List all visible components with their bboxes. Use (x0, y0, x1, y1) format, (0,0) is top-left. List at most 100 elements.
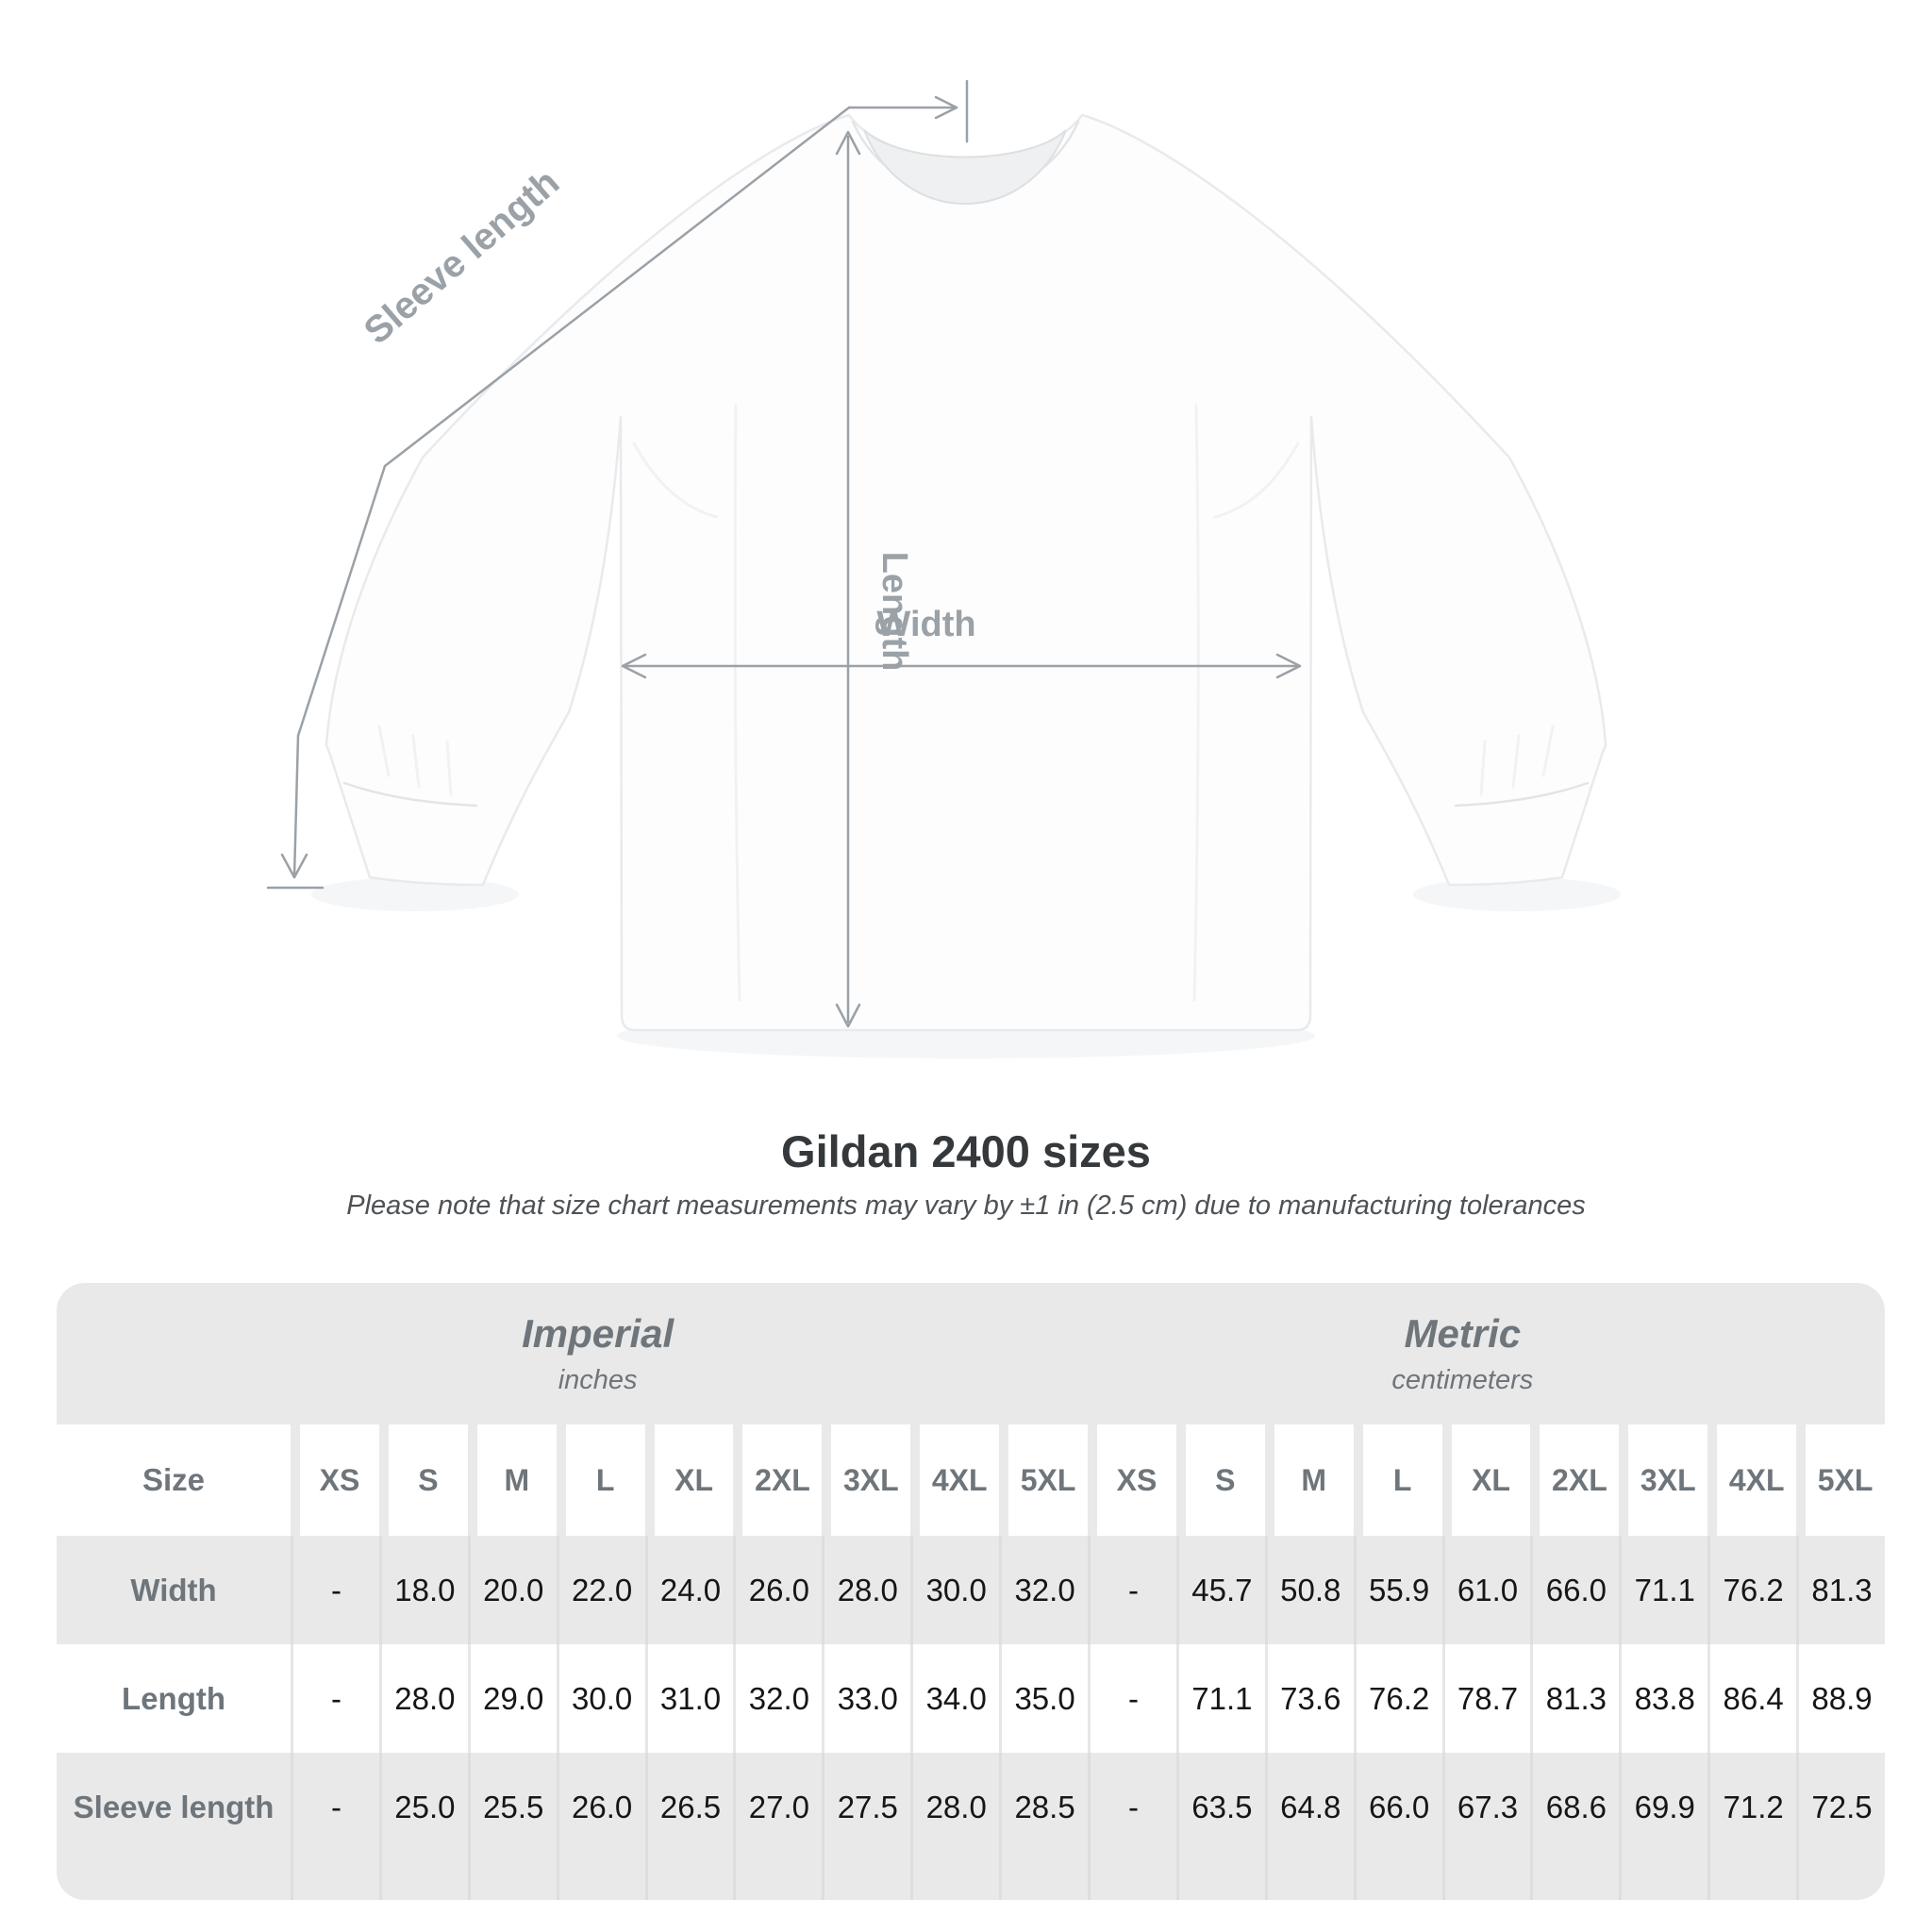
data-cell: - (291, 1536, 379, 1644)
left-cuff-seam (342, 781, 478, 808)
size-header-cell: M (467, 1424, 557, 1536)
length-measure: Length (835, 130, 914, 1028)
left-cuff-gathers (377, 724, 453, 796)
data-cell: 30.0 (556, 1644, 645, 1753)
data-cell: 24.0 (644, 1536, 734, 1644)
data-cell: 26.0 (556, 1753, 645, 1900)
size-table: Imperial inches Metric centimeters Size X… (57, 1283, 1885, 1900)
size-header-cell: XL (1441, 1424, 1531, 1536)
data-cell: 22.0 (556, 1536, 645, 1644)
data-cell: 20.0 (467, 1536, 557, 1644)
size-header-cell: L (1353, 1424, 1442, 1536)
data-cell: 50.8 (1264, 1536, 1354, 1644)
data-cell: - (1088, 1753, 1176, 1900)
data-cell: 64.8 (1264, 1753, 1354, 1900)
data-cell: 26.5 (644, 1753, 734, 1900)
width-measure: Width (621, 605, 1302, 679)
data-cell: 81.3 (1796, 1536, 1885, 1644)
neck-opening (863, 129, 1067, 205)
data-cell: 27.0 (733, 1753, 822, 1900)
data-cell: 76.2 (1353, 1644, 1442, 1753)
table-row: Sleeve length -25.0 25.5 26.0 26.5 27.0 27.5 28… (57, 1753, 1885, 1900)
data-cell: 69.9 (1619, 1753, 1707, 1900)
data-cell: 72.5 (1796, 1753, 1885, 1900)
data-cell: 32.0 (999, 1536, 1088, 1644)
page-title: Gildan 2400 sizes (781, 1126, 1151, 1176)
size-header-cell: S (378, 1424, 468, 1536)
data-cell: - (291, 1753, 379, 1900)
size-header-cell: 4XL (1707, 1424, 1797, 1536)
data-cell: 63.5 (1175, 1753, 1265, 1900)
size-header-cell: S (1175, 1424, 1265, 1536)
data-cell: 61.0 (1441, 1536, 1531, 1644)
data-cell: 55.9 (1353, 1536, 1442, 1644)
shirt-mockup-diagram: Sleeve length Length Width (266, 79, 1607, 1032)
table-row: Size XS S M L XL 2XL 3XL 4XL 5XL XS S M L XL 2XL 3XL 4XL 5… (57, 1424, 1885, 1536)
data-cell: 32.0 (733, 1644, 823, 1753)
data-cell: 81.3 (1530, 1644, 1620, 1753)
size-header-cell: L (556, 1424, 645, 1536)
data-cell: 66.0 (1530, 1536, 1619, 1644)
data-cell: 31.0 (644, 1644, 734, 1753)
tolerance-note: Please note that size chart measurements… (346, 1191, 1586, 1221)
right-cuff-gathers (1479, 724, 1555, 796)
data-cell: 28.0 (822, 1536, 910, 1644)
data-cell: 78.7 (1441, 1644, 1531, 1753)
data-cell: 71.2 (1707, 1753, 1796, 1900)
data-cell: 18.0 (378, 1536, 468, 1644)
metric-group-header: Metric centimeters (1391, 1283, 1533, 1424)
data-cell: 28.5 (999, 1753, 1088, 1900)
data-cell: 34.0 (910, 1644, 1000, 1753)
data-cell: 83.8 (1619, 1644, 1708, 1753)
metric-group-unit: centimeters (1391, 1364, 1534, 1395)
size-header-cell: 4XL (910, 1424, 1000, 1536)
data-cell: 29.0 (467, 1644, 557, 1753)
data-cell: 71.1 (1175, 1644, 1265, 1753)
table-row: Width -18.0 20.0 22.0 24.0 26.0 28.0 30.0 32.0-4… (57, 1536, 1885, 1644)
shirt-body (325, 113, 1607, 1032)
data-cell: 68.6 (1530, 1753, 1619, 1900)
data-cell: 66.0 (1353, 1753, 1442, 1900)
size-header-cell: 5XL (1796, 1424, 1885, 1536)
metric-group-name: Metric (1404, 1310, 1522, 1356)
data-cell: 76.2 (1707, 1536, 1796, 1644)
table-row: Length -28.0 29.0 30.0 31.0 32.0 33.0 34.0 35.0-… (57, 1644, 1885, 1753)
imperial-group-header: Imperial inches (522, 1283, 674, 1424)
data-cell: - (291, 1644, 379, 1753)
data-cell: 28.0 (378, 1644, 468, 1753)
sleeve-length-label: Sleeve length (357, 161, 567, 352)
size-header-cell: 3XL (1619, 1424, 1708, 1536)
data-cell: 86.4 (1707, 1644, 1797, 1753)
size-table-rows: Size XS S M L XL 2XL 3XL 4XL 5XL XS S M L XL 2XL 3XL 4XL 5… (57, 1424, 1885, 1900)
data-cell: 25.0 (378, 1753, 468, 1900)
right-cuff-seam (1454, 781, 1590, 808)
size-header-cell: XS (1088, 1424, 1176, 1536)
data-cell: 71.1 (1619, 1536, 1707, 1644)
width-label: Width (876, 605, 975, 644)
data-cell: 26.0 (733, 1536, 822, 1644)
size-header-cell: 2XL (733, 1424, 823, 1536)
data-cell: 73.6 (1264, 1644, 1354, 1753)
data-cell: 35.0 (999, 1644, 1089, 1753)
data-cell: 30.0 (910, 1536, 999, 1644)
data-cell: 67.3 (1441, 1753, 1531, 1900)
row-label: Width (130, 1572, 217, 1607)
row-label: Length (57, 1644, 291, 1753)
size-header-cell: 2XL (1530, 1424, 1620, 1536)
length-label: Length (874, 552, 914, 672)
size-header-cell: XL (644, 1424, 734, 1536)
imperial-group-unit: inches (558, 1364, 638, 1395)
size-column-header: Size (57, 1424, 291, 1536)
size-header-cell: XS (291, 1424, 379, 1536)
size-header-cell: 3XL (822, 1424, 911, 1536)
size-header-cell: M (1264, 1424, 1354, 1536)
data-cell: 45.7 (1175, 1536, 1265, 1644)
data-cell: 25.5 (467, 1753, 557, 1900)
data-cell: 28.0 (910, 1753, 999, 1900)
imperial-group-name: Imperial (522, 1310, 675, 1356)
data-cell: - (1088, 1644, 1176, 1753)
data-cell: 33.0 (822, 1644, 911, 1753)
data-cell: 88.9 (1796, 1644, 1885, 1753)
data-cell: - (1088, 1536, 1176, 1644)
